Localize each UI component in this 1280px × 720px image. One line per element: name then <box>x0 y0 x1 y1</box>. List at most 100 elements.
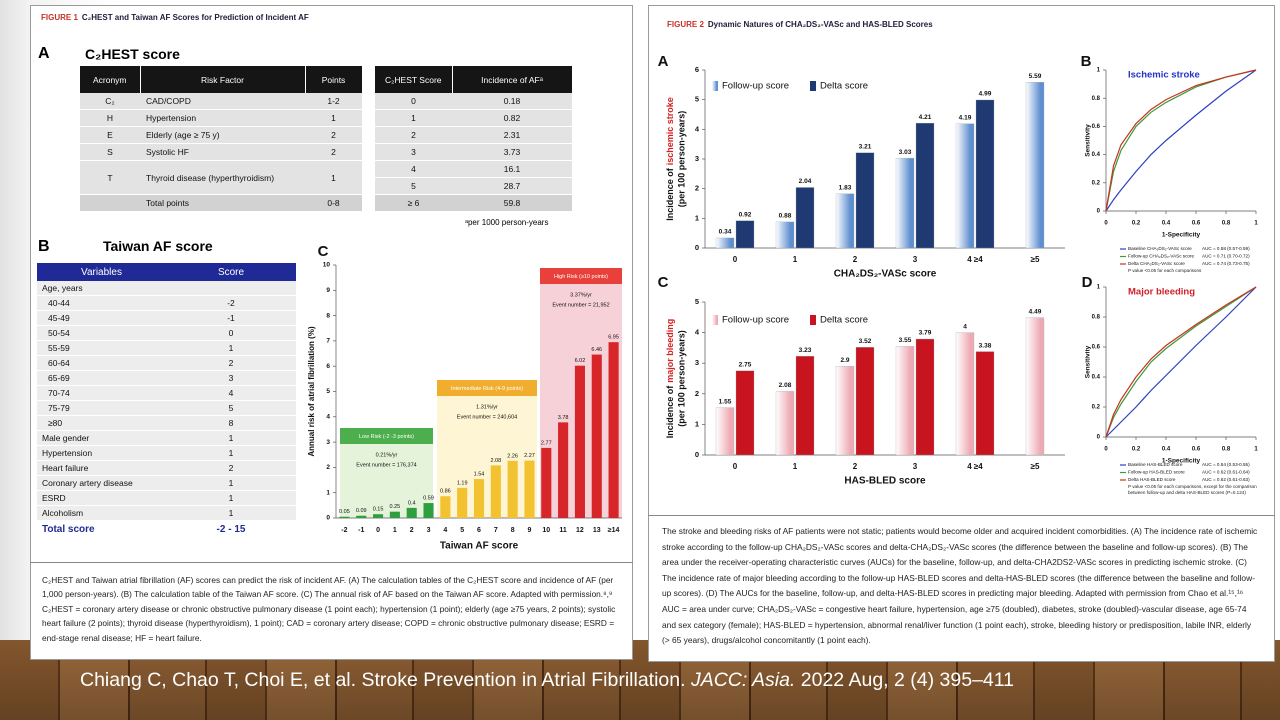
panel-letter: B <box>38 238 50 255</box>
table-cell: 1 <box>166 430 296 446</box>
panel-title: C₂HEST score <box>85 46 180 62</box>
table-cell: CAD/COPD <box>140 93 305 110</box>
table-cell: ESRD <box>37 490 166 506</box>
table-row: 70-74 4 <box>37 385 296 401</box>
table-cell: C₂ <box>80 93 140 110</box>
table-row: 0 0.18 <box>375 93 572 110</box>
table-cell: ≥80 <box>37 415 166 431</box>
table-row: 55-59 1 <box>37 340 296 356</box>
table-row: ESRD 1 <box>37 490 296 506</box>
table-row: 40-44 -2 <box>37 295 296 311</box>
table-cell: 5 <box>166 400 296 416</box>
table-cell <box>80 194 140 212</box>
panel-title: Taiwan AF score <box>103 238 213 254</box>
table-cell: Hypertension <box>37 445 166 461</box>
citation-details: 2022 Aug, 2 (4) 395–411 <box>800 669 1014 691</box>
table-row: Hypertension 1 <box>37 445 296 461</box>
table-cell: 50-54 <box>37 325 166 341</box>
table-cell: 40-44 <box>37 295 166 311</box>
table-row: 45-49 -1 <box>37 310 296 326</box>
table-cell: 1 <box>166 340 296 356</box>
header-row: Variables Score <box>37 263 296 281</box>
table-cell: 16.1 <box>452 160 572 178</box>
table-cell: Thyroid disease (hyperthyroidism) <box>140 160 305 195</box>
figure-2-caption: The stroke and bleeding risks of AF pati… <box>648 515 1275 655</box>
table-footnote: ᵃper 1000 person-years <box>465 218 549 227</box>
table-cell: 2.31 <box>452 126 572 144</box>
table-row: 65-69 3 <box>37 370 296 386</box>
risk-factor-table: Acronym Risk Factor Points C₂ CAD/COPD 1-2 H Hy… <box>80 66 363 212</box>
table-cell: 1 <box>166 475 296 491</box>
table-cell: 3.73 <box>452 143 572 161</box>
figure-label: FIGURE 2 <box>667 20 704 29</box>
table-cell: Total score <box>37 520 166 538</box>
table-cell: Coronary artery disease <box>37 475 166 491</box>
table-cell: 1 <box>375 109 452 127</box>
header-cell: Acronym <box>80 66 141 93</box>
table-cell: 55-59 <box>37 340 166 356</box>
table-row: H Hypertension 1 <box>80 109 362 127</box>
table-row: 4 16.1 <box>375 160 572 178</box>
table-cell: Systolic HF <box>140 143 305 161</box>
group-label: Age, years <box>37 281 296 296</box>
table-cell: Alcoholism <box>37 505 166 521</box>
table-cell: 2 <box>166 460 296 476</box>
header-row: C₂HEST Score Incidence of AFᵃ <box>375 66 573 93</box>
figure-title: C₂HEST and Taiwan AF Scores for Predicti… <box>81 13 309 22</box>
table-row: E Elderly (age ≥ 75 y) 2 <box>80 126 362 144</box>
table-row: 75-79 5 <box>37 400 296 416</box>
table-cell: 2 <box>305 126 362 144</box>
header-cell: Variables <box>37 263 166 281</box>
table-cell: 3 <box>166 370 296 386</box>
table-row: Coronary artery disease 1 <box>37 475 296 491</box>
table-row: 50-54 0 <box>37 325 296 341</box>
header-cell: Score <box>166 263 296 281</box>
table-cell: 70-74 <box>37 385 166 401</box>
table-cell: 28.7 <box>452 177 572 195</box>
table-cell: 65-69 <box>37 370 166 386</box>
table-cell: 0.82 <box>452 109 572 127</box>
table-cell: 0.18 <box>452 93 572 110</box>
table-cell: -2 <box>166 295 296 311</box>
group-row: Age, years <box>37 281 296 296</box>
table-cell: S <box>80 143 140 161</box>
header-cell: Risk Factor <box>140 66 306 93</box>
table-cell: 4 <box>375 160 452 178</box>
header-cell: Points <box>305 66 363 93</box>
table-row: ≥ 6 59.8 <box>375 194 572 212</box>
panel-letter: A <box>38 45 50 62</box>
total-row: Total score -2 - 15 <box>37 520 296 538</box>
table-cell: Heart failure <box>37 460 166 476</box>
table-row: 3 3.73 <box>375 143 572 161</box>
figure-2-heading: FIGURE 2 Dynamic Natures of CHA₂DS₂-VASc … <box>667 20 933 29</box>
incidence-table: C₂HEST Score Incidence of AFᵃ 0 0.18 1 0.82 2 2… <box>375 66 573 212</box>
table-cell: 0-8 <box>305 194 362 212</box>
table-cell: E <box>80 126 140 144</box>
table-row: S Systolic HF 2 <box>80 143 362 161</box>
citation-text: Chiang C, Chao T, Choi E, et al. Stroke … <box>80 669 686 691</box>
table-cell: 1 <box>166 505 296 521</box>
table-row: ≥80 8 <box>37 415 296 431</box>
table-cell: 5 <box>375 177 452 195</box>
table-cell: Male gender <box>37 430 166 446</box>
table-cell: 4 <box>166 385 296 401</box>
table-row: Alcoholism 1 <box>37 505 296 521</box>
table-cell: 2 <box>166 355 296 371</box>
table-cell: 1 <box>305 109 362 127</box>
table-cell: 59.8 <box>452 194 572 212</box>
figure-1-heading: FIGURE 1 C₂HEST and Taiwan AF Scores for … <box>41 13 309 22</box>
table-cell: 8 <box>166 415 296 431</box>
table-cell: 1-2 <box>305 93 362 110</box>
header-cell: Incidence of AFᵃ <box>452 66 573 93</box>
table-cell: T <box>80 160 140 195</box>
table-cell: 0 <box>166 325 296 341</box>
table-row: C₂ CAD/COPD 1-2 <box>80 93 362 110</box>
table-row: 1 0.82 <box>375 109 572 127</box>
table-cell: 75-79 <box>37 400 166 416</box>
total-row: Total points 0-8 <box>80 194 362 212</box>
table-cell: ≥ 6 <box>375 194 452 212</box>
citation-journal: JACC: Asia. <box>690 669 796 691</box>
table-cell: 0 <box>375 93 452 110</box>
table-cell: Total points <box>140 194 305 212</box>
